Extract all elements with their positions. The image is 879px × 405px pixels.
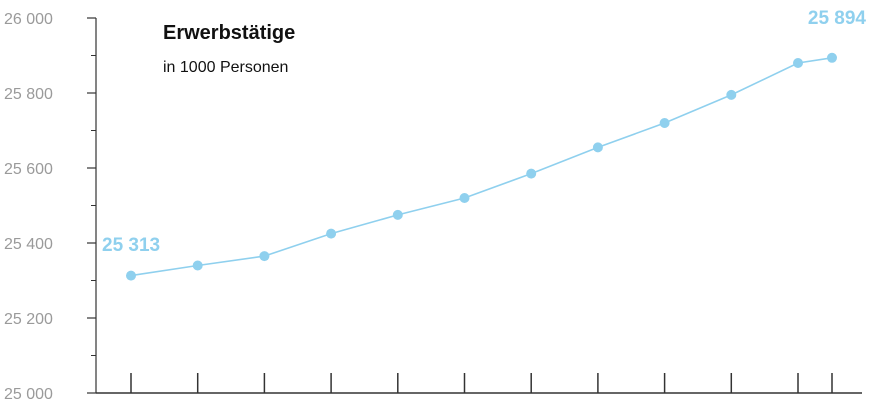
y-tick-label: 25 400 [4,236,53,253]
data-point [459,193,470,203]
data-point [793,58,803,68]
data-point [526,168,537,179]
x-axis [96,373,862,394]
y-axis: 25 000 25 200 25 400 25 600 25 800 26 000 [4,11,97,403]
data-point [592,142,603,153]
y-tick-label: 26 000 [4,11,53,28]
series-line [130,57,833,277]
y-tick-label: 25 000 [4,386,53,403]
end-value-label: 25 894 [808,8,867,29]
chart-title: Erwerbstätige [163,22,295,44]
data-point [659,118,670,128]
chart-subtitle: in 1000 Personen [163,59,288,76]
data-point [726,89,737,100]
y-tick-label: 25 200 [4,311,53,328]
data-point [192,260,203,271]
y-tick-label: 25 800 [4,86,53,103]
start-value-label: 25 313 [102,235,160,256]
data-point [392,209,403,220]
series-employed [126,52,837,281]
y-tick-label: 25 600 [4,161,53,178]
data-point [126,270,136,281]
data-point [259,251,270,262]
data-point [827,52,837,63]
data-point [326,228,337,239]
